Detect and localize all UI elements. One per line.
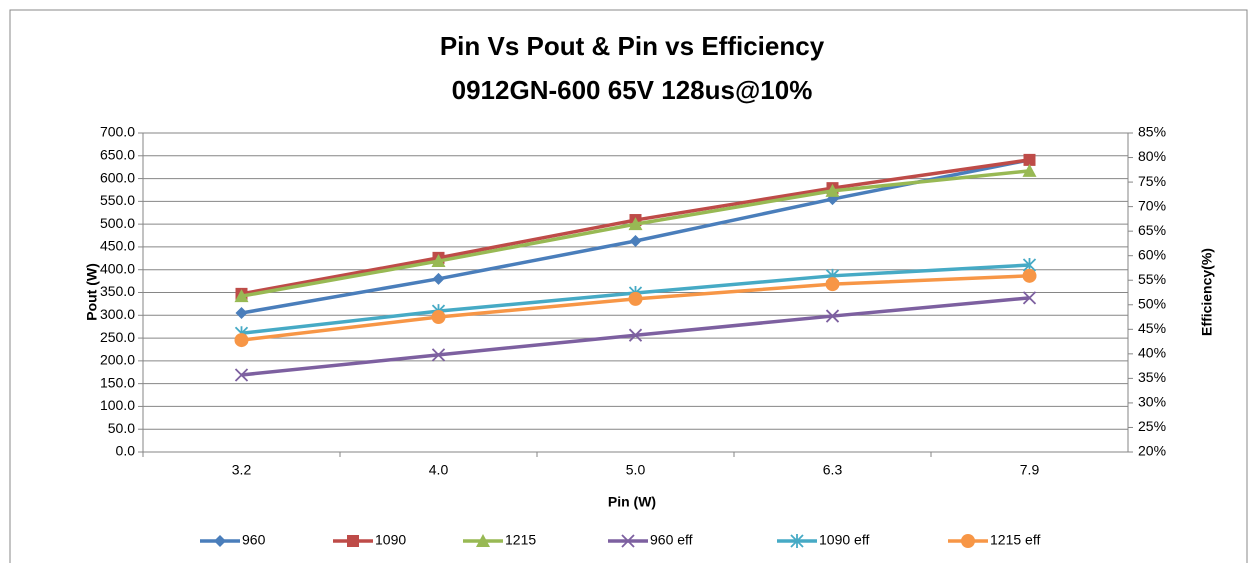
data-point <box>234 333 249 348</box>
y2-tick-label: 60% <box>1138 246 1166 262</box>
series-line <box>241 169 1030 298</box>
data-point <box>1022 163 1037 177</box>
y2-tick-label: 80% <box>1138 148 1166 164</box>
y2-tick-label: 65% <box>1138 222 1166 238</box>
data-point <box>431 254 446 268</box>
chart-border <box>9 9 1248 563</box>
y2-tick-label: 20% <box>1138 443 1166 459</box>
y-tick-label: 250.0 <box>100 329 135 345</box>
y-tick-label: 700.0 <box>100 124 135 140</box>
legend-label: 960 <box>242 532 266 548</box>
x-tick-label: 6.3 <box>823 462 843 478</box>
legend-label: 1090 eff <box>819 532 869 548</box>
data-point <box>825 277 840 292</box>
y-tick-label: 100.0 <box>100 397 135 413</box>
y2-tick-label: 85% <box>1138 124 1166 140</box>
data-point <box>1022 291 1037 305</box>
data-point <box>628 328 643 342</box>
data-point <box>431 348 446 362</box>
y-tick-label: 350.0 <box>100 283 135 299</box>
data-point <box>431 310 446 325</box>
data-point <box>629 235 642 248</box>
x-tick-label: 4.0 <box>429 462 449 478</box>
y-tick-label: 450.0 <box>100 238 135 254</box>
y2-axis-title: Efficiency(%) <box>1199 248 1215 336</box>
legend-label: 960 eff <box>650 532 693 548</box>
y-tick-label: 550.0 <box>100 192 135 208</box>
y-tick-label: 50.0 <box>108 420 135 436</box>
y-tick-label: 500.0 <box>100 215 135 231</box>
x-axis-title: Pin (W) <box>608 494 656 510</box>
data-point <box>1023 153 1036 166</box>
legend-marker <box>476 534 490 547</box>
data-point <box>235 307 248 320</box>
legend-marker <box>214 535 226 547</box>
y2-tick-label: 50% <box>1138 295 1166 311</box>
legend-marker <box>961 534 975 548</box>
y-tick-label: 200.0 <box>100 352 135 368</box>
data-point <box>1022 268 1037 283</box>
y2-tick-label: 75% <box>1138 173 1166 189</box>
y2-tick-label: 55% <box>1138 271 1166 287</box>
y-axis-title: Pout (W) <box>84 263 100 321</box>
x-tick-label: 5.0 <box>626 462 646 478</box>
y-tick-label: 0.0 <box>116 443 136 459</box>
legend-label: 1090 <box>375 532 406 548</box>
y-tick-label: 150.0 <box>100 374 135 390</box>
y-tick-label: 650.0 <box>100 146 135 162</box>
x-tick-label: 7.9 <box>1020 462 1040 478</box>
data-point <box>825 309 840 323</box>
y-tick-label: 400.0 <box>100 260 135 276</box>
data-point <box>234 289 249 303</box>
data-point <box>628 217 643 231</box>
data-point <box>825 183 840 197</box>
y-tick-label: 300.0 <box>100 306 135 322</box>
y2-tick-label: 25% <box>1138 418 1166 434</box>
legend-marker <box>621 534 635 548</box>
y2-tick-label: 40% <box>1138 345 1166 361</box>
legend-label: 1215 eff <box>990 532 1040 548</box>
chart-title: Pin Vs Pout & Pin vs Efficiency <box>440 31 825 61</box>
y2-tick-label: 30% <box>1138 394 1166 410</box>
x-tick-label: 3.2 <box>232 462 252 478</box>
legend-marker <box>790 534 804 548</box>
data-point <box>628 291 643 306</box>
y2-tick-label: 70% <box>1138 197 1166 213</box>
data-point <box>234 368 249 382</box>
chart-subtitle: 0912GN-600 65V 128us@10% <box>452 75 813 105</box>
y2-tick-label: 45% <box>1138 320 1166 336</box>
y-tick-label: 600.0 <box>100 169 135 185</box>
y2-tick-label: 35% <box>1138 369 1166 385</box>
legend-marker <box>347 535 359 547</box>
data-point <box>432 272 445 285</box>
legend-label: 1215 <box>505 532 536 548</box>
